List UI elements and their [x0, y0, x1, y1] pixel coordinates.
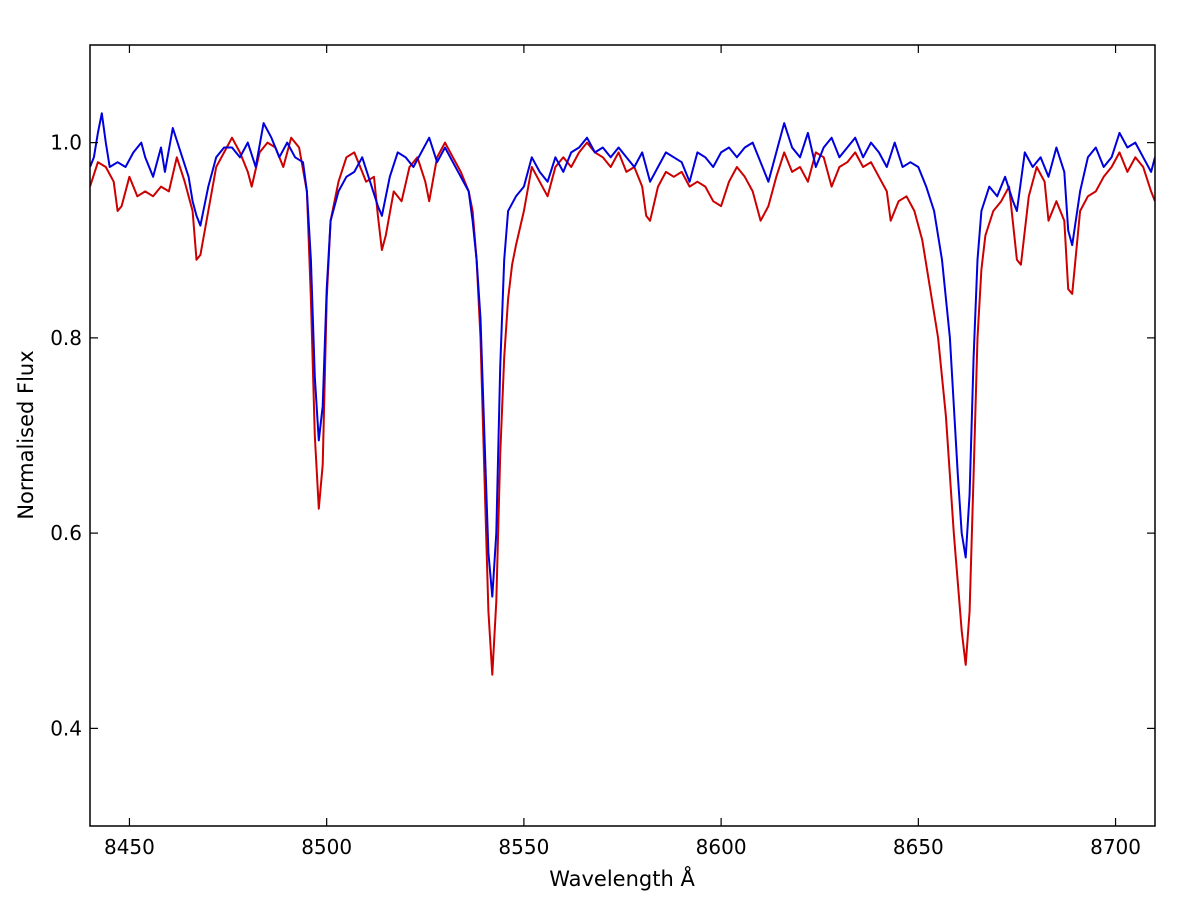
y-tick-label: 1.0 [50, 131, 82, 155]
x-tick-label: 8650 [893, 835, 944, 859]
series-line-2 [90, 112, 1155, 598]
plot-frame [89, 44, 1156, 827]
x-tick-label: 8450 [104, 835, 155, 859]
x-tick-label: 8600 [696, 835, 747, 859]
x-tick-label: 8550 [498, 835, 549, 859]
x-tick-label: 8500 [301, 835, 352, 859]
y-tick-label: 0.8 [50, 326, 82, 350]
ticks-layer: 8450 8500 8550 8600 8650 8700 0.4 0.6 0.8 1.0 [50, 45, 1155, 859]
y-tick-label: 0.4 [50, 716, 82, 740]
y-axis-label: Normalised Flux [14, 350, 38, 519]
x-tick-label: 8700 [1090, 835, 1141, 859]
x-axis-label: Wavelength Å [549, 865, 695, 891]
y-tick-label: 0.6 [50, 521, 82, 545]
series-layer [90, 112, 1155, 676]
